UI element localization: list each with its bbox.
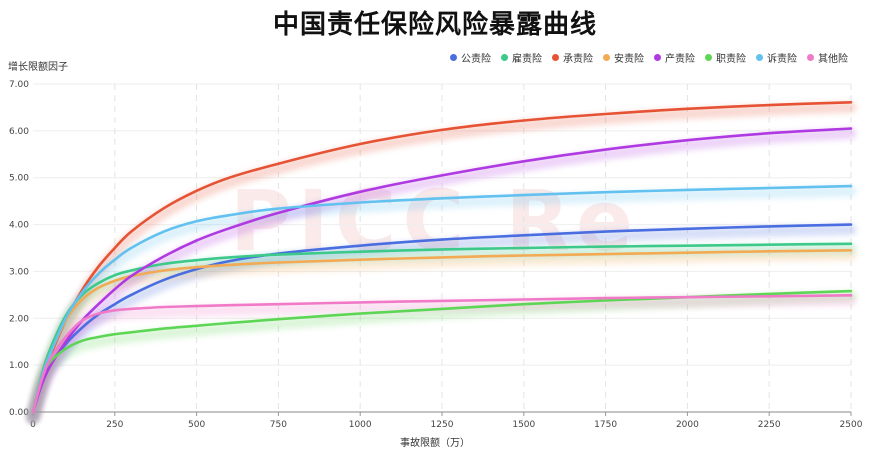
y-tick-label: 4.00 [9, 221, 29, 231]
legend-dot-icon [807, 54, 814, 61]
x-tick-label: 0 [30, 420, 36, 430]
legend-item-3[interactable]: 安责险 [603, 50, 644, 65]
x-tick-label: 2500 [840, 420, 863, 430]
x-tick-label: 250 [106, 420, 123, 430]
legend-label: 其他险 [818, 54, 848, 65]
y-tick-label: 5.00 [9, 174, 29, 184]
series-line-3 [31, 249, 853, 414]
y-tick-label: 1.00 [9, 361, 29, 371]
x-tick-label: 750 [270, 420, 287, 430]
legend-item-4[interactable]: 产责险 [654, 50, 695, 65]
x-tick-label: 1250 [431, 420, 454, 430]
series-line-5 [31, 289, 853, 414]
y-tick-label: 0.00 [9, 408, 29, 418]
y-axis-label: 增长限额因子 [8, 62, 68, 73]
x-tick-label: 2250 [758, 420, 781, 430]
y-tick-label: 6.00 [9, 127, 29, 137]
x-tick-label: 1000 [349, 420, 372, 430]
y-tick-label: 3.00 [9, 267, 29, 277]
legend-dot-icon [450, 54, 457, 61]
series-line-6 [31, 184, 853, 414]
legend-label: 安责险 [614, 54, 644, 65]
y-tick-label: 7.00 [9, 80, 29, 90]
legend-dot-icon [501, 54, 508, 61]
legend-dot-icon [705, 54, 712, 61]
legend-item-5[interactable]: 职责险 [705, 50, 746, 65]
legend-label: 承责险 [563, 54, 593, 65]
series-line-4 [31, 127, 853, 414]
legend-label: 职责险 [716, 54, 746, 65]
legend-dot-icon [756, 54, 763, 61]
x-tick-label: 1500 [512, 420, 535, 430]
legend-dot-icon [603, 54, 610, 61]
legend-item-6[interactable]: 诉责险 [756, 50, 797, 65]
legend-item-2[interactable]: 承责险 [552, 50, 593, 65]
legend-label: 诉责险 [767, 54, 797, 65]
series-lines [31, 101, 853, 414]
series-line-7 [31, 294, 853, 414]
y-tick-label: 2.00 [9, 314, 29, 324]
x-tick-label: 500 [188, 420, 205, 430]
x-tick-label: 2000 [676, 420, 699, 430]
legend-label: 雇责险 [512, 54, 542, 65]
legend-label: 公责险 [461, 54, 491, 65]
chart-title: 中国责任保险风险暴露曲线 [272, 10, 597, 40]
legend-label: 产责险 [665, 54, 695, 65]
legend-item-7[interactable]: 其他险 [807, 50, 848, 65]
x-tick-label: 1750 [594, 420, 617, 430]
axes: 0.00 1.00 2.00 3.00 4.00 5.00 6.00 7.00 0 250 500 7… [9, 80, 863, 430]
x-axis-label: 事故限额（万） [400, 438, 470, 449]
chart-legend: 公责险 雇责险 承责险 安责险 产责险 职责险 诉责险 其他险 [450, 50, 848, 65]
series-line-0 [31, 223, 853, 414]
legend-item-1[interactable]: 雇责险 [501, 50, 542, 65]
legend-item-0[interactable]: 公责险 [450, 50, 491, 65]
legend-dot-icon [552, 54, 559, 61]
legend-dot-icon [654, 54, 661, 61]
